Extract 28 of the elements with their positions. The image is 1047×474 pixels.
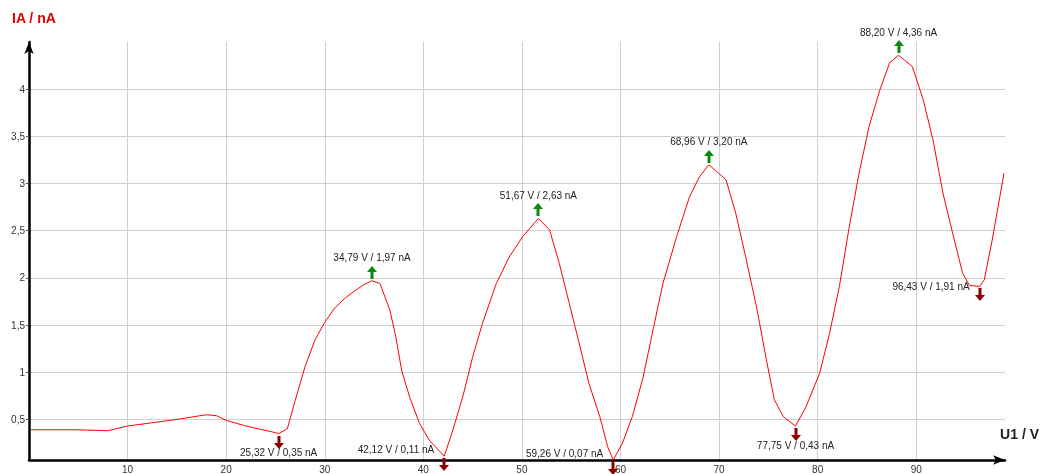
y-tick-label: 3 <box>19 178 26 190</box>
x-tick-label: 30 <box>319 463 331 474</box>
y-tick-label: 4 <box>19 83 26 95</box>
y-tick-label: 3,5 <box>11 130 26 142</box>
x-tick-label: 10 <box>122 463 134 474</box>
y-tick-label: 2,5 <box>11 225 26 237</box>
x-tick-label: 90 <box>910 463 923 474</box>
y-tick-label: 1,5 <box>11 319 26 331</box>
x-tick-label: 80 <box>812 463 824 474</box>
x-tick-label: 50 <box>516 463 528 474</box>
annotation: 59,26 V / 0,07 nA <box>525 447 604 459</box>
annotation: 96,43 V / 1,91 nA <box>892 280 970 292</box>
annotation: 42,12 V / 0,11 nA <box>357 443 435 455</box>
x-tick-label: 20 <box>220 463 233 474</box>
y-tick-label: 2 <box>19 272 26 284</box>
y-axis-title: IA / nA <box>12 10 56 26</box>
x-tick-label: 60 <box>614 463 627 474</box>
x-tick-label: 70 <box>713 463 726 474</box>
annotation: 88,20 V / 4,36 nA <box>859 26 938 38</box>
annotation: 77,75 V / 0,43 nA <box>756 439 835 451</box>
annotation: 68,96 V / 3,20 nA <box>670 136 748 148</box>
x-axis-title: U1 / V <box>1000 426 1039 442</box>
annotation: 34,79 V / 1,97 nA <box>333 252 411 264</box>
y-tick-label: 1 <box>19 366 26 378</box>
annotation: 25,32 V / 0,35 nA <box>239 447 318 459</box>
y-tick-label: 0,5 <box>11 413 26 425</box>
x-tick-label: 40 <box>417 463 430 474</box>
annotation: 51,67 V / 2,63 nA <box>499 189 578 201</box>
